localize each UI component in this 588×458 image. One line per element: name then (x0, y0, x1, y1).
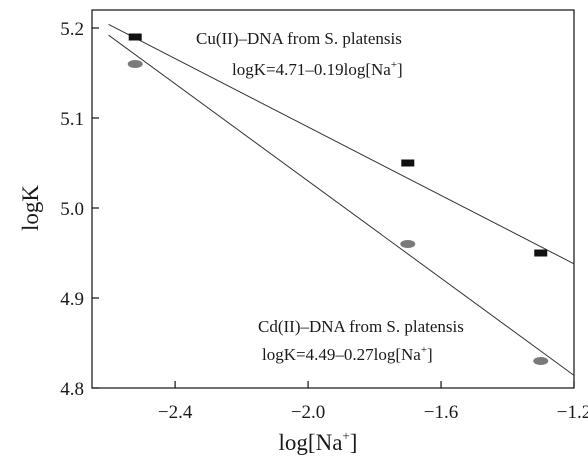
cd-fit-equation: logK=4.49–0.27log[Na+] (262, 344, 433, 364)
cd-fit-line (108, 34, 575, 376)
y-tick-label: 5.0 (60, 199, 84, 220)
cu-series-label: Cu(II)–DNA from S. platensis (196, 29, 402, 48)
x-tick-label: −2.4 (158, 402, 193, 423)
cd-data-point (400, 240, 416, 248)
cu-fit-equation: logK=4.71–0.19log[Na+] (232, 59, 403, 79)
y-tick-label: 4.8 (60, 379, 84, 400)
y-tick-label: 4.9 (60, 289, 84, 310)
x-tick-label: −1.2 (557, 402, 588, 423)
x-axis-title-sup: + (342, 428, 349, 443)
cd-series-label: Cd(II)–DNA from S. platensis (258, 317, 464, 336)
cu-fit-line (108, 23, 575, 265)
cu-data-point (534, 249, 548, 257)
plot-area: −2.4 −2.0 −1.6 −1.2 4.8 4.9 5.0 5.1 5.2 (60, 9, 588, 423)
y-axis-title: logK (18, 185, 43, 231)
plot-frame (91, 9, 575, 389)
x-tick-label: −2.0 (291, 402, 325, 423)
cu-data-point (401, 159, 415, 167)
x-ticks: −2.4 −2.0 −1.6 −1.2 (158, 381, 588, 423)
cd-data-point (127, 60, 143, 68)
y-tick-label: 5.2 (60, 19, 84, 40)
fit-lines (108, 23, 575, 376)
y-ticks: 4.8 4.9 5.0 5.1 5.2 (60, 19, 99, 400)
cu-data-point (128, 33, 142, 41)
data-markers (127, 33, 549, 365)
y-tick-label: 5.1 (60, 109, 84, 130)
x-axis-title: log[Na+] (279, 428, 358, 455)
x-tick-label: −1.6 (424, 402, 458, 423)
cd-data-point (533, 357, 549, 365)
